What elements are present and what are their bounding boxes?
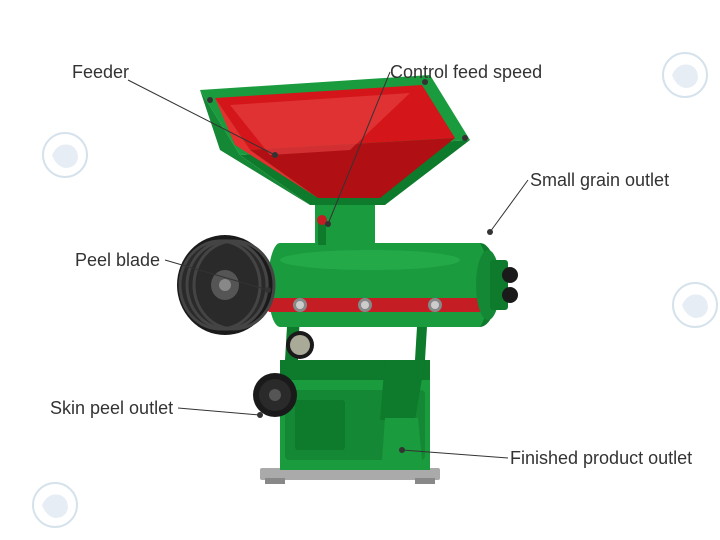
label-feeder: Feeder [72, 62, 129, 83]
label-peel-blade: Peel blade [75, 250, 160, 271]
label-small-grain-outlet: Small grain outlet [530, 170, 669, 191]
label-finished-product-outlet: Finished product outlet [510, 448, 692, 469]
label-skin-peel-outlet: Skin peel outlet [50, 398, 173, 419]
label-control-feed-speed: Control feed speed [390, 62, 542, 83]
